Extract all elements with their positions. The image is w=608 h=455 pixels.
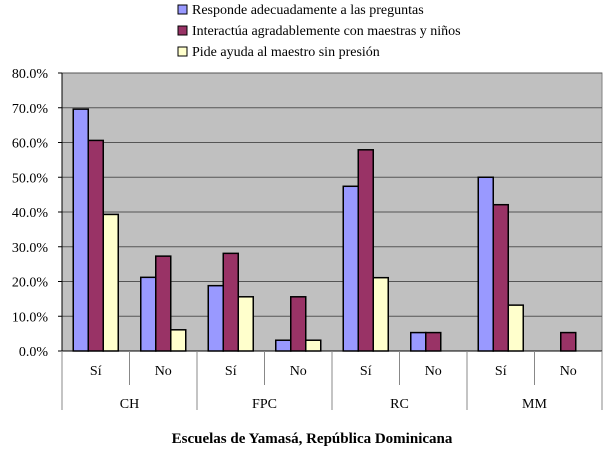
bar xyxy=(222,252,239,352)
y-tick-label: 60.0% xyxy=(12,137,49,152)
bar xyxy=(477,176,494,352)
bar xyxy=(342,185,359,352)
chart-title: Escuelas de Yamasá, República Dominicana xyxy=(172,431,453,447)
legend-swatch xyxy=(177,4,188,15)
legend-label: Pide ayuda al maestro sin presión xyxy=(192,45,380,60)
bar xyxy=(72,108,89,352)
y-tick-label: 40.0% xyxy=(12,206,49,221)
bar xyxy=(87,139,104,352)
bar xyxy=(357,149,374,352)
group-label: MM xyxy=(522,397,547,412)
bar xyxy=(140,276,157,352)
y-tick-label: 10.0% xyxy=(12,310,49,325)
legend-label: Interactúa agradablemente con maestras y… xyxy=(192,24,461,39)
bar xyxy=(507,304,524,352)
bar xyxy=(492,203,509,352)
group-label: FPC xyxy=(252,397,277,412)
bar xyxy=(170,329,187,352)
group-label: RC xyxy=(390,397,409,412)
bar xyxy=(410,331,427,352)
bar xyxy=(155,255,172,352)
group-label: CH xyxy=(120,397,139,412)
x-tick-label: Sí xyxy=(495,364,507,379)
x-tick-label: Sí xyxy=(225,364,237,379)
bar xyxy=(290,296,307,352)
y-tick-label: 50.0% xyxy=(12,171,49,186)
y-tick-label: 80.0% xyxy=(12,67,49,82)
y-tick-label: 30.0% xyxy=(12,241,49,256)
x-tick-label: No xyxy=(290,364,307,379)
bar xyxy=(275,339,292,352)
y-tick-label: 20.0% xyxy=(12,276,49,291)
y-tick-label: 70.0% xyxy=(12,102,49,117)
legend-swatch xyxy=(177,25,188,36)
bar xyxy=(207,284,224,352)
bar xyxy=(425,331,442,352)
bar xyxy=(560,331,577,352)
bar xyxy=(102,213,119,352)
bar xyxy=(237,296,254,352)
x-tick-label: No xyxy=(155,364,172,379)
legend-swatch xyxy=(177,46,188,57)
x-tick-label: Sí xyxy=(360,364,372,379)
bar xyxy=(305,339,322,352)
x-tick-label: No xyxy=(560,364,577,379)
x-tick-label: No xyxy=(425,364,442,379)
y-tick-label: 0.0% xyxy=(19,345,49,360)
legend-label: Responde adecuadamente a las preguntas xyxy=(192,3,424,18)
bar xyxy=(372,276,389,352)
x-tick-label: Sí xyxy=(90,364,102,379)
